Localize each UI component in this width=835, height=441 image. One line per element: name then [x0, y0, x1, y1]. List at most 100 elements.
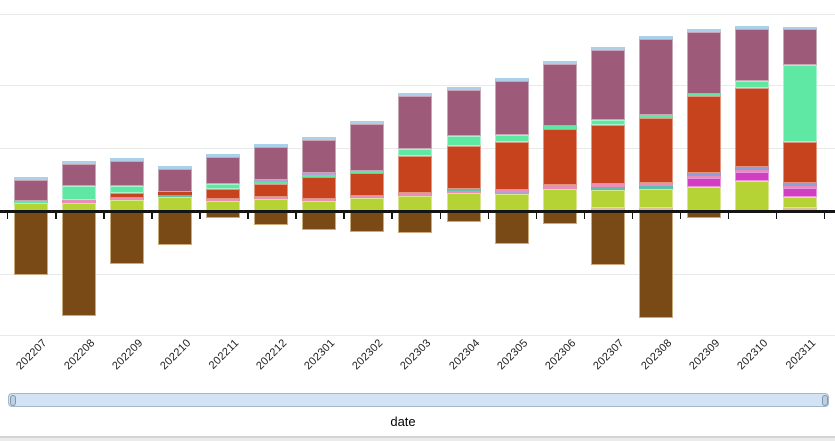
bar-segment-tan[interactable] [590, 208, 625, 211]
bar-segment-brown-negative[interactable] [590, 212, 625, 265]
bar-segment-lime[interactable] [542, 189, 577, 211]
bar-segment-purple[interactable] [302, 140, 337, 173]
bar-segment-pink[interactable] [206, 199, 241, 201]
bar-segment-cap[interactable] [206, 154, 241, 157]
bar-segment-teal[interactable] [590, 187, 625, 190]
bar-segment-red[interactable] [158, 192, 193, 195]
bar-segment-cap[interactable] [158, 166, 193, 169]
bar-segment-pink[interactable] [398, 193, 433, 196]
scrollbar-right-handle[interactable] [821, 394, 828, 406]
bar-segment-tan[interactable] [638, 208, 673, 211]
bar-segment-pink[interactable] [734, 170, 769, 172]
bar-segment-cap[interactable] [494, 78, 529, 81]
bar-segment-purple[interactable] [542, 64, 577, 126]
bar-segment-lime[interactable] [782, 197, 817, 208]
bar-segment-magenta[interactable] [782, 188, 817, 197]
bar-segment-red[interactable] [110, 193, 145, 198]
bar-segment-lime[interactable] [734, 181, 769, 211]
bar-segment-lime[interactable] [638, 189, 673, 208]
bar-segment-brown-negative[interactable] [158, 212, 193, 245]
bar-segment-lime[interactable] [494, 194, 529, 211]
bar-segment-pink[interactable] [782, 186, 817, 188]
bar-segment-cap[interactable] [350, 121, 385, 124]
bar-segment-red[interactable] [398, 156, 433, 193]
bar-segment-pink[interactable] [350, 196, 385, 198]
scrollbar-left-handle[interactable] [9, 394, 16, 406]
bar-segment-mint[interactable] [14, 201, 48, 203]
bar-segment-lime[interactable] [158, 197, 193, 211]
bar-segment-mint[interactable] [494, 135, 529, 142]
bar-segment-pink[interactable] [254, 197, 289, 199]
bar-segment-purple[interactable] [494, 81, 529, 135]
bar-segment-cap[interactable] [638, 36, 673, 39]
bar-segment-red[interactable] [590, 125, 625, 184]
bar-segment-purple[interactable] [14, 180, 48, 201]
bar-segment-purple[interactable] [782, 29, 817, 65]
bar-segment-brown-negative[interactable] [110, 212, 145, 264]
bar-segment-red[interactable] [686, 96, 721, 173]
bar-segment-lavender[interactable] [302, 173, 337, 175]
bar-segment-red[interactable] [302, 177, 337, 199]
bar-segment-brown-negative[interactable] [350, 212, 385, 232]
bar-segment-mint[interactable] [62, 186, 97, 200]
bar-segment-mint[interactable] [638, 115, 673, 118]
bar-segment-mint[interactable] [398, 149, 433, 156]
bar-segment-brown-negative[interactable] [398, 212, 433, 233]
bar-segment-tan[interactable] [782, 208, 817, 211]
bar-segment-pink[interactable] [542, 185, 577, 189]
bar-segment-red[interactable] [638, 118, 673, 183]
bar-segment-cap[interactable] [782, 27, 817, 29]
bar-segment-cap[interactable] [302, 137, 337, 140]
bar-segment-purple[interactable] [398, 96, 433, 149]
bar-segment-mint[interactable] [302, 175, 337, 177]
bar-segment-cap[interactable] [14, 177, 48, 180]
bar-segment-pink[interactable] [302, 199, 337, 201]
bar-segment-pink[interactable] [110, 198, 145, 200]
bar-segment-cap[interactable] [446, 87, 481, 90]
bar-segment-mint[interactable] [542, 126, 577, 129]
bar-segment-lime[interactable] [686, 187, 721, 211]
bar-segment-red[interactable] [734, 88, 769, 167]
bar-segment-lavender[interactable] [494, 192, 529, 194]
bar-segment-mint[interactable] [782, 65, 817, 142]
bar-segment-pink[interactable] [686, 176, 721, 178]
bar-segment-lime[interactable] [446, 193, 481, 211]
bar-segment-red[interactable] [494, 142, 529, 190]
bar-segment-periwinkle[interactable] [782, 183, 817, 186]
bar-segment-mint[interactable] [734, 81, 769, 88]
bar-segment-mint[interactable] [254, 182, 289, 184]
bar-segment-brown-negative[interactable] [14, 212, 48, 275]
bar-segment-mint[interactable] [686, 94, 721, 96]
bar-segment-purple[interactable] [590, 50, 625, 120]
bar-segment-red[interactable] [446, 146, 481, 189]
bar-segment-mint[interactable] [110, 186, 145, 193]
bar-segment-red[interactable] [350, 173, 385, 196]
bar-segment-cap[interactable] [254, 144, 289, 147]
bar-segment-mint[interactable] [206, 184, 241, 189]
bar-segment-lime[interactable] [398, 196, 433, 211]
bar-segment-pink[interactable] [62, 200, 97, 203]
bar-segment-purple[interactable] [206, 157, 241, 184]
bar-segment-teal[interactable] [158, 195, 193, 197]
bar-segment-purple[interactable] [62, 164, 97, 186]
bar-segment-brown-negative[interactable] [686, 212, 721, 218]
bar-segment-red[interactable] [254, 184, 289, 197]
bar-segment-red[interactable] [782, 142, 817, 183]
bar-segment-purple[interactable] [350, 124, 385, 171]
bar-segment-mint[interactable] [350, 171, 385, 173]
bar-segment-cap[interactable] [590, 47, 625, 50]
bar-segment-brown-negative[interactable] [62, 212, 97, 316]
bar-segment-teal[interactable] [446, 189, 481, 191]
bar-segment-purple[interactable] [638, 39, 673, 115]
bar-segment-purple[interactable] [446, 90, 481, 136]
bar-segment-cap[interactable] [110, 158, 145, 161]
bar-segment-brown-negative[interactable] [494, 212, 529, 244]
date-axis-scrollbar[interactable] [8, 393, 829, 407]
bar-segment-pink[interactable] [590, 184, 625, 187]
bar-segment-cap[interactable] [542, 61, 577, 64]
bar-segment-pink[interactable] [446, 191, 481, 193]
bar-segment-cap[interactable] [686, 29, 721, 32]
bar-segment-brown-negative[interactable] [206, 212, 241, 218]
bar-segment-pink[interactable] [638, 183, 673, 186]
bar-segment-brown-negative[interactable] [542, 212, 577, 224]
